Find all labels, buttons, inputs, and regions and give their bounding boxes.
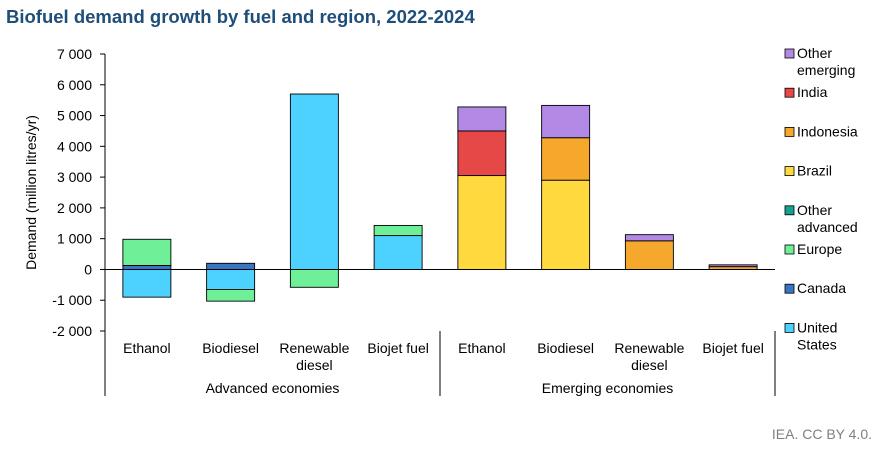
legend-item-brazil: Brazil [784, 163, 832, 179]
x-tick-label: Biodiesel [202, 340, 259, 356]
legend-label: India [797, 84, 828, 100]
bar-segment-europe [206, 289, 256, 302]
legend-item-indonesia: Indonesia [784, 123, 858, 139]
bar-segment-indonesia [624, 240, 674, 270]
legend-item-united-states: United States [784, 319, 837, 352]
bar-segment-canada [206, 262, 256, 270]
x-axis-labels: Ethanol Biodiesel Renewable diesel Biojet fu… [123, 340, 764, 396]
legend-label: United States [797, 319, 837, 352]
y-tick-label: 7 000 [57, 46, 92, 62]
legend-label: Other advanced [797, 202, 858, 235]
legend-item-europe: Europe [784, 241, 842, 257]
bar-segment-united-states [373, 235, 423, 270]
y-axis-ticks: -2 000 -1 000 0 1 000 2 000 3 000 4 000 5 000 6 … [52, 46, 92, 339]
legend: Other emerging India Indonesia Brazil Other ad… [784, 45, 858, 352]
x-tick-label: Biojet fuel [702, 340, 763, 356]
bars [122, 93, 758, 302]
legend-swatch [784, 48, 795, 59]
x-tick-label: Biojet fuel [367, 340, 428, 356]
legend-label: Brazil [797, 163, 832, 179]
y-tick-label: 6 000 [57, 77, 92, 93]
legend-swatch [784, 283, 795, 294]
bar-segment-india [457, 130, 507, 177]
legend-label: Other emerging [797, 45, 855, 78]
legend-swatch [784, 127, 795, 137]
bar-segment-europe [289, 268, 339, 288]
bar-segment-other-emerging [624, 234, 674, 242]
y-tick-label: -2 000 [52, 323, 92, 339]
legend-label: Canada [797, 280, 846, 296]
y-tick-label: 0 [84, 261, 92, 277]
y-tick-label: 2 000 [57, 200, 92, 216]
y-axis-label: Demand (million litres/yr) [23, 115, 39, 270]
y-tick-label: 4 000 [57, 138, 92, 154]
bar-segment-europe [373, 224, 423, 237]
bar-segment-brazil [457, 175, 507, 270]
bar-segment-united-states [122, 268, 172, 298]
legend-swatch [784, 205, 795, 216]
x-tick-label: Renewable diesel [279, 340, 349, 373]
legend-swatch [784, 244, 795, 255]
x-tick-label: Biodiesel [537, 340, 594, 356]
legend-item-india: India [784, 84, 828, 100]
y-tick-label: 3 000 [57, 169, 92, 185]
y-axis-title: Demand (million litres/yr) [23, 115, 39, 270]
bar-segment-other-emerging [708, 264, 758, 268]
legend-item-canada: Canada [784, 280, 846, 296]
axes [100, 53, 776, 396]
bar-segment-indonesia [541, 137, 591, 181]
y-tick-label: 5 000 [57, 108, 92, 124]
y-tick-label: -1 000 [52, 292, 92, 308]
x-tick-label: Renewable diesel [614, 340, 684, 373]
y-tick-label: 1 000 [57, 231, 92, 247]
chart-title: Biofuel demand growth by fuel and region… [6, 6, 475, 27]
bar-segment-united-states [206, 268, 256, 290]
x-tick-label: Ethanol [123, 340, 170, 356]
legend-item-other-advanced: Other advanced [784, 202, 858, 235]
group-label: Advanced economies [206, 380, 340, 396]
legend-label: Europe [797, 241, 842, 257]
bar-segment-brazil [541, 179, 591, 270]
bar-segment-other-emerging [541, 104, 591, 139]
bar-segment-canada [122, 264, 172, 270]
bar-segment-united-states [289, 93, 339, 270]
legend-swatch [784, 322, 795, 333]
legend-swatch [784, 166, 795, 177]
source-credit: IEA. CC BY 4.0. [771, 426, 872, 442]
group-label: Emerging economies [542, 380, 674, 396]
x-tick-label: Ethanol [458, 340, 505, 356]
legend-label: Indonesia [797, 123, 858, 139]
bar-segment-europe [122, 238, 172, 266]
bar-segment-other-emerging [457, 106, 507, 132]
legend-swatch [784, 87, 795, 98]
legend-item-other-emerging: Other emerging [784, 45, 855, 78]
